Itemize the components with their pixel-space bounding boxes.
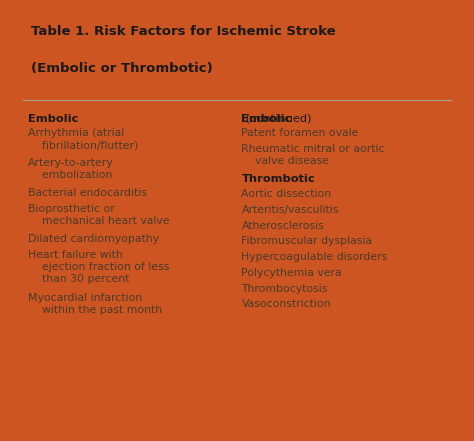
Text: Bioprosthetic or
    mechanical heart valve: Bioprosthetic or mechanical heart valve [27,204,169,226]
Text: Bacterial endocarditis: Bacterial endocarditis [27,188,146,198]
Text: Heart failure with
    ejection fraction of less
    than 30 percent: Heart failure with ejection fraction of … [27,250,169,284]
Text: Polycythemia vera: Polycythemia vera [241,268,342,278]
Text: Atherosclerosis: Atherosclerosis [241,220,324,231]
Text: (continued): (continued) [243,113,312,123]
Text: Arrhythmia (atrial
    fibrillation/flutter): Arrhythmia (atrial fibrillation/flutter) [27,128,138,150]
Text: Thrombocytosis: Thrombocytosis [241,284,328,294]
Text: Embolic: Embolic [27,113,78,123]
Text: Hypercoagulable disorders: Hypercoagulable disorders [241,252,388,262]
Text: Artery-to-artery
    embolization: Artery-to-artery embolization [27,158,113,180]
Text: Fibromuscular dysplasia: Fibromuscular dysplasia [241,236,373,246]
Text: Dilated cardiomyopathy: Dilated cardiomyopathy [27,234,159,244]
Text: Thrombotic: Thrombotic [241,174,315,184]
Text: (Embolic or Thrombotic): (Embolic or Thrombotic) [31,62,213,75]
Text: Table 1. Risk Factors for Ischemic Stroke: Table 1. Risk Factors for Ischemic Strok… [31,25,336,38]
Text: Embolic: Embolic [241,113,292,123]
Text: Aortic dissection: Aortic dissection [241,189,332,199]
Text: Embolic: Embolic [0,440,1,441]
Text: Patent foramen ovale: Patent foramen ovale [241,128,359,138]
Text: Vasoconstriction: Vasoconstriction [241,299,331,309]
Text: Rheumatic mitral or aortic
    valve disease: Rheumatic mitral or aortic valve disease [241,144,385,166]
Text: Arteritis/vasculitis: Arteritis/vasculitis [241,205,339,215]
Text: Myocardial infarction
    within the past month: Myocardial infarction within the past mo… [27,293,162,315]
